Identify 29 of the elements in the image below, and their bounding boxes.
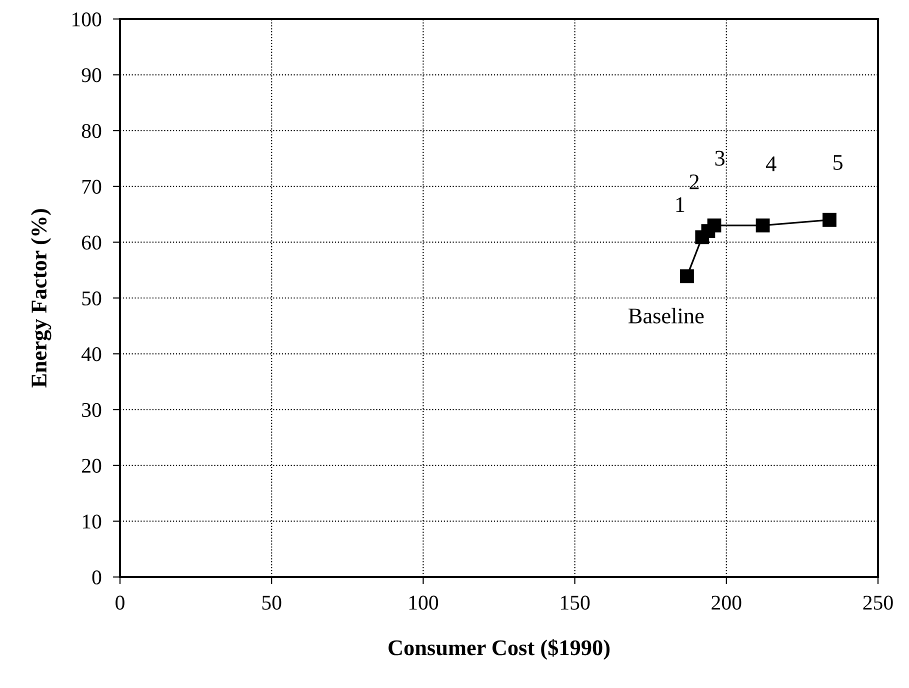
y-tick-label: 0 xyxy=(92,570,102,584)
y-tick-label: 40 xyxy=(82,347,102,362)
annotation: Baseline xyxy=(628,308,704,324)
annotation: 4 xyxy=(766,156,776,172)
y-tick-label: 100 xyxy=(72,12,102,26)
x-axis-title: Consumer Cost ($1990) xyxy=(388,638,610,660)
x-tick-label: 50 xyxy=(262,596,282,610)
x-tick-label: 250 xyxy=(863,596,893,610)
y-tick-label: 20 xyxy=(82,458,102,473)
point xyxy=(756,218,770,232)
point xyxy=(707,218,722,232)
x-tick-label: 100 xyxy=(409,596,438,610)
y-tick-label: 10 xyxy=(82,514,102,529)
point xyxy=(822,212,836,227)
x-tick-label: 150 xyxy=(561,596,590,610)
y-tick-label: 50 xyxy=(82,291,102,306)
y-tick-label: 60 xyxy=(82,236,102,250)
annotation: 1 xyxy=(676,197,684,212)
annotation: 2 xyxy=(690,174,699,190)
x-tick-label: 200 xyxy=(712,596,742,610)
y-tick-label: 90 xyxy=(82,68,102,82)
point xyxy=(680,269,694,284)
y-tick-label: 70 xyxy=(82,180,102,194)
y-tick-label: 80 xyxy=(82,124,102,138)
annotation: 3 xyxy=(715,150,725,166)
x-tick-label: 0 xyxy=(116,596,124,610)
y-tick-label: 30 xyxy=(82,402,102,418)
annotation: 5 xyxy=(834,155,843,170)
y-axis-title: Energy Factor (%) xyxy=(30,209,52,388)
